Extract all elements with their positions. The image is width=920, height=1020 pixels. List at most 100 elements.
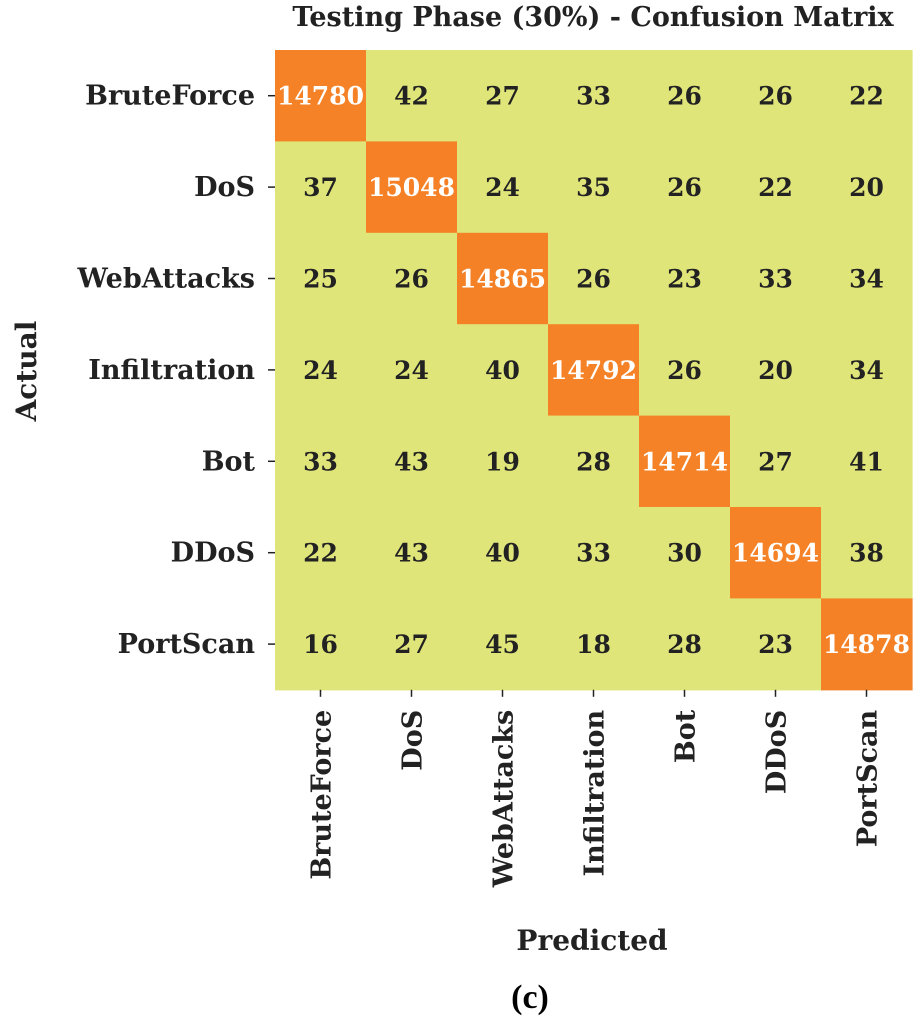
cell-value-label: 41 xyxy=(849,447,884,476)
heatmap-cell-dos-webattacks xyxy=(457,141,549,234)
y-tick-label-webattacks: WebAttacks xyxy=(77,264,255,295)
cell-value-label: 24 xyxy=(394,356,429,385)
heatmap-cell-infiltration-portscan xyxy=(821,324,913,417)
heatmap-cell-webattacks-portscan xyxy=(821,232,913,325)
heatmap-cell-bot-infiltration xyxy=(548,415,640,508)
heatmap-cell-infiltration-webattacks xyxy=(457,324,549,417)
cell-value-label: 42 xyxy=(394,82,429,111)
heatmap-cells xyxy=(275,50,913,691)
cell-value-label: 14780 xyxy=(277,82,364,111)
cell-value-label: 27 xyxy=(394,630,429,659)
cell-value-label: 34 xyxy=(849,265,884,294)
x-tick-label-infiltration: Infiltration xyxy=(580,709,611,876)
heatmap-cell-ddos-portscan xyxy=(821,507,913,599)
heatmap-cell-infiltration-ddos xyxy=(730,324,822,417)
heatmap-cell-bot-dos xyxy=(366,415,458,508)
cell-value-label: 26 xyxy=(667,356,702,385)
x-tick-label-bruteforce: BruteForce xyxy=(307,710,338,880)
y-tick-label-bot: Bot xyxy=(202,446,256,477)
heatmap-cell-bruteforce-webattacks xyxy=(457,50,549,142)
heatmap-cell-bot-bot xyxy=(639,415,731,508)
cell-value-label: 37 xyxy=(303,173,338,202)
heatmap-cell-bruteforce-infiltration xyxy=(548,50,640,142)
heatmap-cell-ddos-bot xyxy=(639,507,731,599)
cell-value-label: 28 xyxy=(576,447,611,476)
cell-value-label: 20 xyxy=(849,173,884,202)
heatmap-cell-bruteforce-ddos xyxy=(730,50,822,142)
cell-value-label: 20 xyxy=(758,356,793,385)
heatmap-cell-dos-bot xyxy=(639,141,731,234)
heatmap-cell-dos-dos xyxy=(366,141,458,234)
cell-value-label: 33 xyxy=(576,539,611,568)
heatmap-cell-portscan-bot xyxy=(639,598,731,691)
heatmap-cell-ddos-ddos xyxy=(730,507,822,599)
heatmap-cell-bot-bruteforce xyxy=(275,415,367,508)
heatmap-cell-dos-infiltration xyxy=(548,141,640,234)
x-axis-title: Predicted xyxy=(516,924,667,957)
cell-value-label: 38 xyxy=(849,539,884,568)
heatmap-cell-webattacks-dos xyxy=(366,232,458,325)
cell-value-label: 14878 xyxy=(823,630,910,659)
heatmap-cell-ddos-infiltration xyxy=(548,507,640,599)
heatmap-cell-webattacks-bot xyxy=(639,232,731,325)
y-tick-label-dos: DoS xyxy=(194,172,255,203)
cell-value-label: 23 xyxy=(667,265,702,294)
cell-value-label: 27 xyxy=(758,447,793,476)
cell-value-label: 35 xyxy=(576,173,611,202)
cell-value-label: 14792 xyxy=(550,356,637,385)
x-tick-label-webattacks: WebAttacks xyxy=(489,710,520,888)
cell-value-label: 40 xyxy=(485,539,520,568)
cell-value-label: 14694 xyxy=(732,539,819,568)
heatmap-cell-webattacks-webattacks xyxy=(457,232,549,325)
cell-value-label: 33 xyxy=(303,447,338,476)
heatmap-cell-bruteforce-dos xyxy=(366,50,458,142)
cell-value-label: 25 xyxy=(303,265,338,294)
cell-value-label: 40 xyxy=(485,356,520,385)
cell-value-label: 33 xyxy=(758,265,793,294)
cell-value-label: 28 xyxy=(667,630,702,659)
heatmap-cell-bot-webattacks xyxy=(457,415,549,508)
y-tick-label-ddos: DDoS xyxy=(171,538,255,569)
y-axis-title: Actual xyxy=(10,321,43,423)
heatmap-cell-dos-ddos xyxy=(730,141,822,234)
cell-value-label: 26 xyxy=(667,173,702,202)
y-axis-ticks: BruteForce DoS WebAttacks Infiltration Bot DD… xyxy=(77,81,275,660)
heatmap-cell-portscan-dos xyxy=(366,598,458,691)
cell-value-label: 27 xyxy=(485,82,520,111)
cell-value-label: 24 xyxy=(303,356,338,385)
cell-value-label: 22 xyxy=(758,173,793,202)
heatmap-cell-labels: 14780 42 27 33 26 26 22 37 15048 24 35 26 22 20 25 26 14… xyxy=(277,82,910,659)
heatmap-cell-infiltration-infiltration xyxy=(548,324,640,417)
cell-value-label: 24 xyxy=(485,173,520,202)
cell-value-label: 23 xyxy=(758,630,793,659)
heatmap-cell-dos-portscan xyxy=(821,141,913,234)
cell-value-label: 18 xyxy=(576,630,611,659)
cell-value-label: 19 xyxy=(485,447,520,476)
heatmap-cell-bruteforce-portscan xyxy=(821,50,913,142)
heatmap-cell-bruteforce-bot xyxy=(639,50,731,142)
cell-value-label: 14865 xyxy=(459,265,546,294)
heatmap-cell-infiltration-bot xyxy=(639,324,731,417)
cell-value-label: 26 xyxy=(576,265,611,294)
heatmap-cell-infiltration-dos xyxy=(366,324,458,417)
cell-value-label: 45 xyxy=(485,630,520,659)
chart-title: Testing Phase (30%) - Confusion Matrix xyxy=(292,2,894,33)
cell-value-label: 30 xyxy=(667,539,702,568)
heatmap-cell-ddos-dos xyxy=(366,507,458,599)
figure-caption: (c) xyxy=(511,979,549,1016)
heatmap-cell-portscan-ddos xyxy=(730,598,822,691)
heatmap-cell-infiltration-bruteforce xyxy=(275,324,367,417)
heatmap-cell-portscan-bruteforce xyxy=(275,598,367,691)
cell-value-label: 26 xyxy=(758,82,793,111)
cell-value-label: 43 xyxy=(394,539,429,568)
cell-value-label: 43 xyxy=(394,447,429,476)
heatmap-cell-webattacks-ddos xyxy=(730,232,822,325)
cell-value-label: 33 xyxy=(576,82,611,111)
heatmap-cell-ddos-webattacks xyxy=(457,507,549,599)
cell-value-label: 26 xyxy=(394,265,429,294)
cell-value-label: 34 xyxy=(849,356,884,385)
cell-value-label: 22 xyxy=(849,82,884,111)
heatmap-cell-bot-ddos xyxy=(730,415,822,508)
cell-value-label: 16 xyxy=(303,630,338,659)
heatmap-cell-portscan-infiltration xyxy=(548,598,640,691)
